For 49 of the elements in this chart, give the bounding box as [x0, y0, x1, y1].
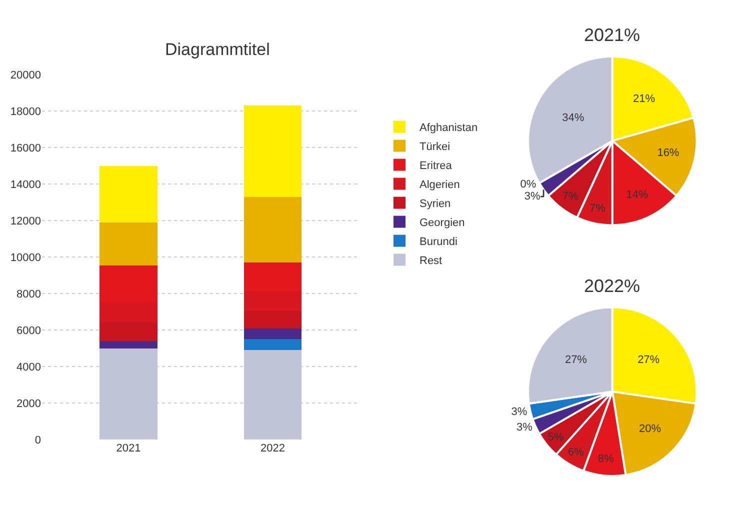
bar: [244, 196, 302, 263]
bar: [100, 166, 158, 222]
data-label: 5%: [548, 432, 564, 444]
y-tick-label: 10000: [10, 252, 41, 264]
bar: [100, 322, 158, 342]
legend-label: Georgien: [420, 217, 465, 230]
data-label: 27%: [638, 354, 660, 366]
data-label: 34%: [562, 112, 584, 124]
text: 0%: [520, 178, 536, 191]
data-label: 21%: [632, 92, 656, 105]
y-tick-label: 8000: [16, 288, 41, 300]
y-tick-label: 0: [34, 434, 41, 446]
y-tick-label: 18000: [10, 106, 41, 118]
bar: [244, 310, 302, 328]
y-tick-label: 12000: [10, 215, 41, 228]
y-tick-label: 6000: [16, 324, 41, 337]
legend-label: Eritrea: [420, 160, 453, 172]
data-label: 27%: [564, 354, 588, 366]
bar: [244, 328, 302, 340]
data-label: 3%: [524, 190, 541, 203]
y-tick-label: 4000: [16, 361, 41, 374]
y-tick-label: 2000: [16, 398, 41, 410]
legend-label: Burundi: [420, 236, 458, 248]
bar: [100, 222, 158, 266]
y-tick-label: 14000: [10, 179, 41, 192]
data-label: 7%: [562, 190, 579, 202]
bar: [244, 106, 302, 197]
data-label: 20%: [639, 422, 662, 435]
y-tick-label: 16000: [10, 142, 41, 155]
bar: [244, 339, 302, 350]
legend-label: Türkei: [420, 141, 450, 154]
data-label: 6%: [568, 446, 584, 458]
chart-title: 2022%: [584, 276, 640, 296]
data-label: 3%: [516, 422, 533, 434]
data-label: 16%: [657, 147, 680, 160]
data-label: 3%: [511, 406, 528, 418]
chart-title: 2021%: [584, 25, 640, 45]
legend-label: Afghanistan: [420, 122, 478, 134]
legend-label: Algerien: [420, 179, 460, 192]
data-label: 7%: [589, 202, 606, 215]
chart-title: Diagrammtitel: [165, 40, 270, 59]
y-tick-label: 20000: [10, 70, 41, 82]
x-tick-label: 2021: [116, 442, 141, 455]
x-tick-label: 2022: [260, 442, 285, 455]
data-label: 14%: [626, 188, 648, 201]
data-label: 8%: [598, 452, 614, 465]
legend-label: Syrien: [420, 198, 451, 210]
bar: [100, 341, 158, 348]
legend-label: Rest: [420, 255, 442, 268]
